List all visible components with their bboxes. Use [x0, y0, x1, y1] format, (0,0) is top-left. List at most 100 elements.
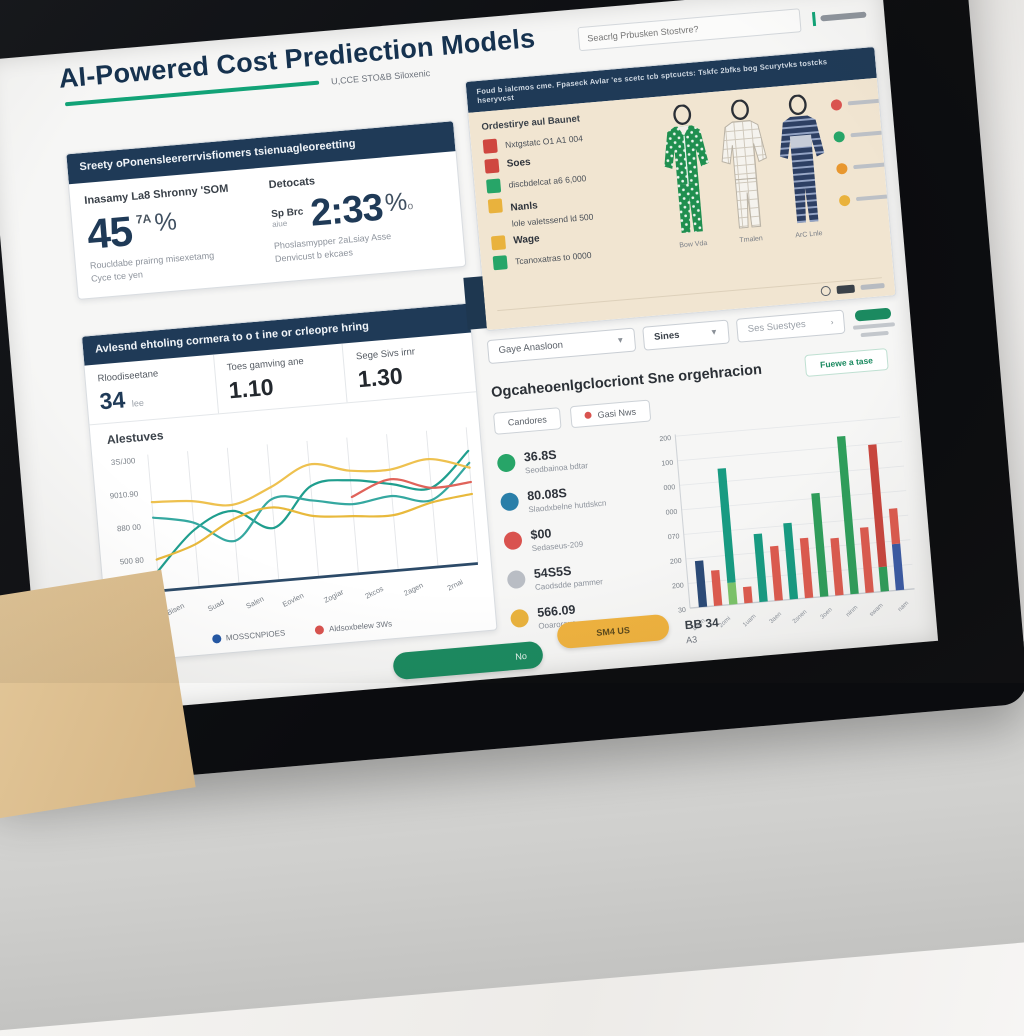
pajama-white-grid-icon — [721, 99, 767, 229]
chevron-down-icon: ▼ — [709, 327, 719, 338]
metric-prefix-sub: aiue — [271, 218, 288, 229]
legend-label: Wage — [512, 233, 541, 247]
status-circle-icon — [496, 452, 517, 473]
legend-text-bar — [847, 97, 897, 106]
footer-note: BB 34 — [684, 615, 720, 633]
alert-dot-icon — [584, 411, 592, 420]
status-circle-icon — [509, 608, 530, 628]
legend-swatch — [482, 138, 498, 154]
item-label: Sedaseus-209 — [531, 539, 584, 553]
legend-sublabel: lole valetssend ld 500 — [511, 211, 594, 229]
legend-swatch — [484, 158, 500, 174]
legend-text-bar — [853, 161, 897, 170]
svg-text:3S/J00: 3S/J00 — [111, 456, 137, 467]
dropdown-sines[interactable]: Sines ▼ — [642, 319, 730, 351]
svg-text:200: 200 — [659, 435, 671, 443]
svg-text:2omi: 2omi — [718, 615, 733, 629]
svg-text:2agen: 2agen — [402, 581, 424, 598]
dropdown-styles[interactable]: Ses Suestyes › — [735, 309, 846, 343]
svg-text:200: 200 — [672, 582, 684, 590]
search-input[interactable] — [577, 8, 802, 52]
legend-label: Nxtgstatc O1 A1 004 — [504, 132, 584, 150]
stat-cell: Toes gamving ane 1.10 — [212, 343, 347, 414]
search-action-button[interactable] — [811, 8, 867, 27]
svg-text:9010.90: 9010.90 — [109, 490, 139, 501]
garment-figure-green: Bow Vda — [652, 102, 722, 250]
forecast-card: Avlesnd ehtoling cormera to o t ine or c… — [80, 302, 498, 664]
pajama-green-dots-icon — [664, 104, 709, 233]
svg-text:200: 200 — [670, 558, 682, 566]
garment-figures: Bow Vda — [648, 92, 846, 299]
figure-label: ArC Lnle — [795, 229, 823, 240]
segmentation-content: 36.8S Seodbainoa bdtar 80.08S Slaodxbeln… — [496, 407, 925, 663]
list-item: $00 Sedaseus-209 — [503, 518, 653, 556]
legend-swatch — [487, 198, 503, 214]
legend-text-bar — [855, 193, 897, 202]
mini-text-bar — [852, 322, 896, 330]
footer-notes: BB 34 A3 — [684, 615, 720, 645]
legend-text-bar — [850, 129, 897, 138]
dot-legend-item — [838, 189, 897, 207]
chevron-right-icon: › — [830, 317, 834, 327]
button-label: Candores — [507, 414, 548, 428]
button-label: Gasi Nws — [597, 406, 637, 420]
svg-text:000: 000 — [663, 484, 675, 492]
main-content: Sreety oPonensleererrvisfiomers tsienuag… — [62, 45, 925, 698]
mini-summary-card[interactable] — [851, 305, 896, 337]
svg-text:1uam: 1uam — [741, 613, 757, 629]
metric-value: 2:33 — [308, 186, 385, 235]
svg-text:2rnai: 2rnai — [446, 577, 465, 593]
svg-text:070: 070 — [668, 533, 680, 541]
garment-figure-navy: ArC Lnle — [768, 92, 838, 240]
mini-green-pill — [854, 307, 892, 322]
chevron-down-icon: ▼ — [615, 335, 625, 346]
svg-text:nam: nam — [897, 600, 911, 613]
svg-text:30: 30 — [678, 607, 686, 615]
slider-icon — [836, 284, 856, 294]
dropdown-label: Gaye Anasloon — [498, 339, 564, 357]
cursor-bar-icon — [811, 11, 817, 27]
dropdown-label: Ses Suestyes — [747, 319, 807, 336]
metrics-card: Sreety oPonensleererrvisfiomers tsienuag… — [65, 120, 467, 300]
dropdown-category[interactable]: Gaye Anasloon ▼ — [486, 327, 637, 364]
svg-text:Eovlen: Eovlen — [281, 591, 305, 609]
metric-primary: Inasamy La8 Shronny 'SOM 45 7A % Rouclda… — [84, 180, 266, 283]
metric-superscript: 7A — [135, 211, 152, 227]
svg-text:2snen: 2snen — [791, 608, 808, 625]
legend-dot-icon — [211, 634, 222, 644]
svg-text:100: 100 — [661, 459, 673, 467]
legend-dot-icon — [830, 98, 843, 111]
dashboard-screen: AI-Powered Cost Prediection Models U,CCE… — [57, 8, 925, 698]
svg-text:ninm: ninm — [845, 604, 860, 618]
svg-text:Salen: Salen — [245, 595, 266, 612]
mini-text-bar — [860, 330, 889, 337]
pajama-navy-stripes-icon — [779, 94, 825, 223]
legend-swatch — [490, 234, 507, 251]
gasi-nws-button[interactable]: Gasi Nws — [569, 399, 651, 428]
right-column: Foud b ialcmos cme. Fpaseck Avlar 'es sc… — [463, 45, 925, 664]
svg-text:500 80: 500 80 — [120, 556, 145, 567]
legend-dot-icon — [835, 162, 848, 175]
svg-text:Suad: Suad — [206, 598, 225, 614]
status-circle-icon — [503, 530, 523, 551]
left-column: Sreety oPonensleererrvisfiomers tsienuag… — [62, 82, 501, 698]
garment-figure-white: Tmalen — [710, 97, 780, 245]
primary-action-button[interactable]: Fuewe a tase — [804, 347, 889, 377]
metric-unit: %o — [383, 187, 414, 218]
candores-button[interactable]: Candores — [492, 406, 562, 435]
desk-surface — [0, 569, 196, 827]
status-circle-icon — [506, 569, 527, 590]
legend-label: Soes — [506, 156, 532, 170]
list-item: 54S5S Caodsdde pammer — [506, 556, 656, 594]
svg-text:880 00: 880 00 — [117, 523, 142, 534]
figure-label: Tmalen — [739, 234, 764, 244]
stat-cell: Sege Sivs irnr 1.30 — [341, 332, 477, 403]
garment-panel: Foud b ialcmos cme. Fpaseck Avlar 'es sc… — [464, 45, 897, 331]
svg-text:2kcos: 2kcos — [364, 584, 386, 601]
dropdown-label: Sines — [653, 329, 680, 344]
metric-unit: % — [153, 207, 178, 237]
svg-text:3aen: 3aen — [768, 610, 783, 625]
figure-label: Bow Vda — [679, 239, 708, 250]
